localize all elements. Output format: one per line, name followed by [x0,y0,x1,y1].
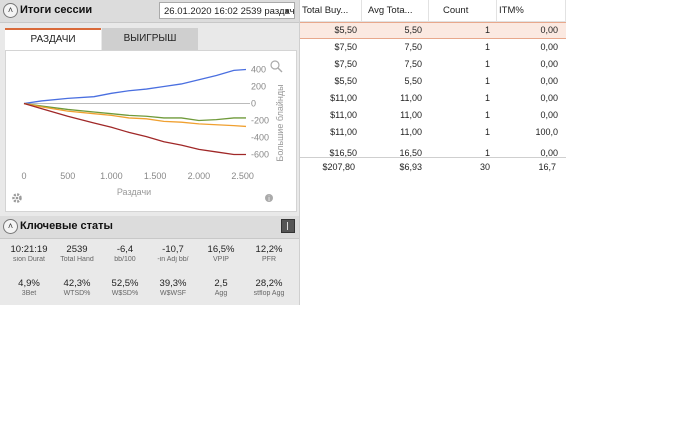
key-stats-header: ˄ Ключевые статы [0,216,299,239]
stat-adj-bb100: -10,7 -in Adj bb/ [157,244,189,263]
x-tick-label: 1.000 [100,171,123,181]
y-tick-label: -200 [251,116,269,126]
tab-hands[interactable]: РАЗДАЧИ [5,28,101,50]
stat-pfr: 12,2% PFR [255,244,283,263]
stat-postflop-agg: 28,2% stflop Agg [253,278,285,297]
session-dropdown-value: 26.01.2020 16:02 2539 раздач) [164,6,295,17]
table-row[interactable]: $5,50 5,50 1 0,00 [300,22,566,39]
total-buyin: $207,80 [322,162,355,172]
column-header-avg-total[interactable]: Avg Tota... [362,0,429,22]
table-row[interactable]: $11,00 11,00 1 100,0 [330,127,558,137]
session-summary-panel: ˄ Итоги сессии 26.01.2020 16:02 2539 раз… [0,0,300,305]
total-count: 30 [479,162,490,172]
y-tick-label: -400 [251,133,269,143]
table-totals-row: $207,80 $6,93 30 16,7 [300,157,566,176]
stat-3bet: 4,9% 3Bet [18,278,40,297]
total-itm: 16,7 [538,162,556,172]
session-summary-title: Итоги сессии [20,4,93,16]
tournament-table: Total Buy... Avg Tota... Count ITM% $5,5… [300,0,566,176]
info-icon[interactable]: i [265,194,273,203]
column-header-count[interactable]: Count [429,0,497,22]
table-row[interactable]: $16,50 16,50 1 0,00 [329,148,558,157]
x-tick-label: 2.000 [188,171,211,181]
table-row[interactable]: $5,50 5,50 1 0,00 [334,76,558,86]
stat-session-duration: 10:21:19 sion Durat [10,244,48,263]
y-axis-label: Большие блайнды [275,84,285,161]
column-header-total-buyin[interactable]: Total Buy... [300,0,362,22]
collapse-chevron-icon[interactable]: ˄ [3,219,18,234]
stat-wwsf: 39,3% W$WSF [159,278,187,297]
tab-winnings[interactable]: ВЫИГРЫШ [102,28,198,50]
x-tick-label: 500 [60,171,75,181]
stat-vpip: 16,5% VPIP [207,244,235,263]
y-tick-label: 400 [251,65,266,75]
series-line-2 [23,102,246,122]
svg-text:i: i [268,196,270,203]
layout-toggle-icon[interactable] [281,219,295,233]
stat-bb100: -6,4 bb/100 [114,244,136,263]
series-line-3 [23,102,247,128]
zoom-icon[interactable] [270,60,283,73]
table-row[interactable]: $7,50 7,50 1 0,00 [334,59,558,69]
chevron-down-icon: ▼ [283,7,291,16]
x-axis-label: Раздачи [117,187,151,197]
table-row[interactable]: $11,00 11,00 1 0,00 [330,93,558,103]
stat-agg: 2,5 Agg [214,278,228,297]
graph-panel: 0 500 1.000 1.500 2.000 2.500 400 200 0 -200 -400… [5,50,297,212]
series-line-1 [23,68,247,105]
x-tick-label: 0 [21,171,26,181]
table-row[interactable]: $11,00 11,00 1 0,00 [330,110,558,120]
total-avg: $6,93 [399,162,422,172]
session-dropdown[interactable]: 26.01.2020 16:02 2539 раздач) ▼ [159,2,295,19]
x-tick-label: 1.500 [144,171,167,181]
y-tick-label: 200 [251,82,266,92]
winnings-chart: 0 500 1.000 1.500 2.000 2.500 400 200 0 -200 -400… [12,60,285,203]
y-tick-label: -600 [251,150,269,160]
settings-gear-icon[interactable] [12,193,22,203]
series-line-4 [23,102,246,156]
key-stats-title: Ключевые статы [20,220,113,232]
x-tick-label: 2.500 [231,171,254,181]
session-summary-header: ˄ Итоги сессии 26.01.2020 16:02 2539 раз… [0,0,299,23]
table-row[interactable]: $7,50 7,50 1 0,00 [334,42,558,52]
y-tick-label: 0 [251,99,256,109]
stat-wsd: 52,5% W$SD% [111,278,139,297]
stat-total-hands: 2539 Total Hand [60,244,94,263]
stat-wtsd: 42,3% WTSD% [63,278,91,297]
column-header-itm[interactable]: ITM% [497,0,566,22]
collapse-chevron-icon[interactable]: ˄ [3,3,18,18]
